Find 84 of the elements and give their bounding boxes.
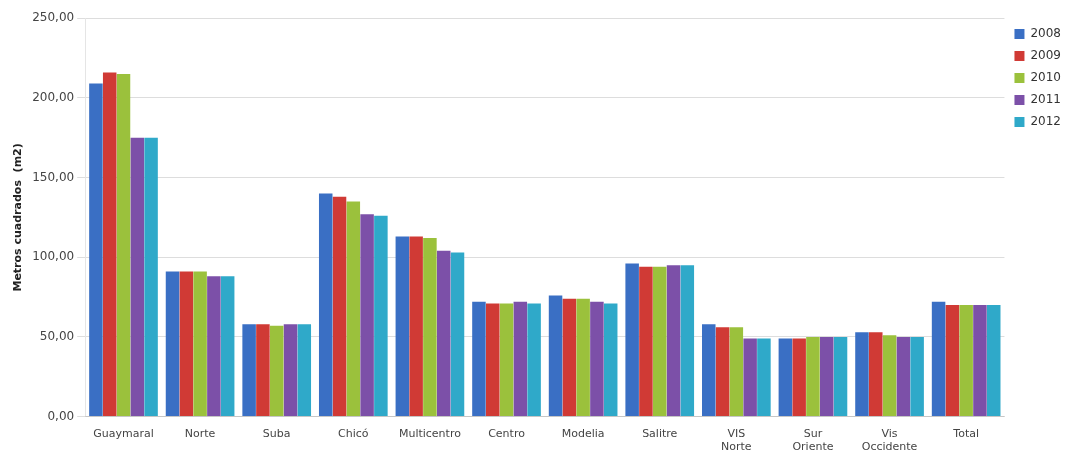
- bar: [436, 250, 451, 417]
- bar: [472, 301, 486, 417]
- bar: [548, 295, 563, 417]
- x-tick-label: Chicó: [338, 427, 369, 441]
- bar: [130, 137, 145, 417]
- legend-label: 2012: [1030, 114, 1062, 129]
- x-tick-label: Total: [952, 427, 980, 441]
- bar: [986, 305, 1001, 417]
- bar: [89, 83, 103, 417]
- legend-label: 2008: [1030, 26, 1062, 41]
- bar: [778, 338, 793, 417]
- bar: [729, 327, 744, 417]
- y-tick-label: 100,00: [32, 249, 75, 264]
- bar: [931, 301, 946, 417]
- bar: [256, 324, 270, 417]
- bar: [332, 196, 347, 417]
- bar: [576, 298, 590, 417]
- bar: [819, 336, 834, 417]
- bar: [102, 72, 117, 417]
- bar: [715, 327, 730, 417]
- bar: [207, 276, 221, 417]
- bar: [485, 303, 500, 417]
- bar: [513, 301, 528, 417]
- bar: [318, 193, 333, 417]
- x-tick-label: Vis Occidente: [861, 427, 918, 454]
- y-tick-label: 150,00: [32, 169, 75, 184]
- bar: [220, 276, 235, 417]
- bar: [269, 325, 284, 417]
- bar: [409, 236, 423, 417]
- y-tick-label: 50,00: [39, 329, 75, 344]
- bar: [896, 336, 911, 417]
- x-tick-label: Norte: [184, 427, 216, 441]
- bar: [652, 266, 667, 417]
- y-tick-label: 250,00: [32, 10, 75, 25]
- bar: [562, 298, 577, 417]
- bar: [625, 263, 639, 417]
- bar: [833, 336, 848, 417]
- y-tick-label: 200,00: [32, 90, 75, 104]
- legend-label: 2009: [1030, 48, 1062, 63]
- y-axis-title: Metros cuadrados (m2): [11, 143, 25, 292]
- bar: [666, 265, 681, 417]
- x-tick-label: Centro: [488, 427, 526, 441]
- bar: [680, 265, 695, 417]
- bar: [882, 335, 897, 417]
- legend-label: 2011: [1030, 92, 1062, 107]
- bar: [297, 324, 312, 417]
- bar: [590, 301, 604, 417]
- bar: [639, 266, 653, 417]
- bar: [360, 214, 374, 417]
- x-tick-label: Suba: [262, 427, 291, 441]
- x-tick-label: VIS Norte: [721, 427, 752, 454]
- legend-label: 2010: [1030, 70, 1062, 85]
- bar: [855, 332, 869, 417]
- bar: [910, 336, 924, 417]
- bar: [450, 252, 465, 417]
- bar: [743, 338, 757, 417]
- x-tick-label: Multicentro: [398, 427, 462, 441]
- bar: [702, 324, 716, 417]
- bar: [527, 303, 541, 417]
- x-tick-label: Modelia: [561, 427, 605, 441]
- y-tick-label: 0,00: [47, 408, 75, 423]
- bar: [283, 324, 298, 417]
- bar: [792, 338, 806, 417]
- bar: [945, 305, 960, 417]
- bar: [193, 271, 207, 417]
- bar: [869, 332, 883, 417]
- x-tick-label: Sur Oriente: [792, 427, 834, 454]
- bar: [395, 236, 410, 417]
- bar: [959, 305, 973, 417]
- bar: [165, 271, 180, 417]
- bar: [374, 215, 388, 417]
- bar: [116, 73, 131, 417]
- bar: [806, 336, 820, 417]
- x-tick-label: Guaymaral: [93, 427, 154, 441]
- bar: [757, 338, 771, 417]
- bar: [423, 238, 437, 417]
- bar: [179, 271, 194, 417]
- bar: [603, 303, 618, 417]
- bar: [499, 303, 514, 417]
- x-tick-label: Salitre: [642, 427, 678, 441]
- bar: [242, 324, 256, 417]
- bar: [973, 305, 987, 417]
- bar: [144, 137, 158, 417]
- bar: [346, 201, 361, 417]
